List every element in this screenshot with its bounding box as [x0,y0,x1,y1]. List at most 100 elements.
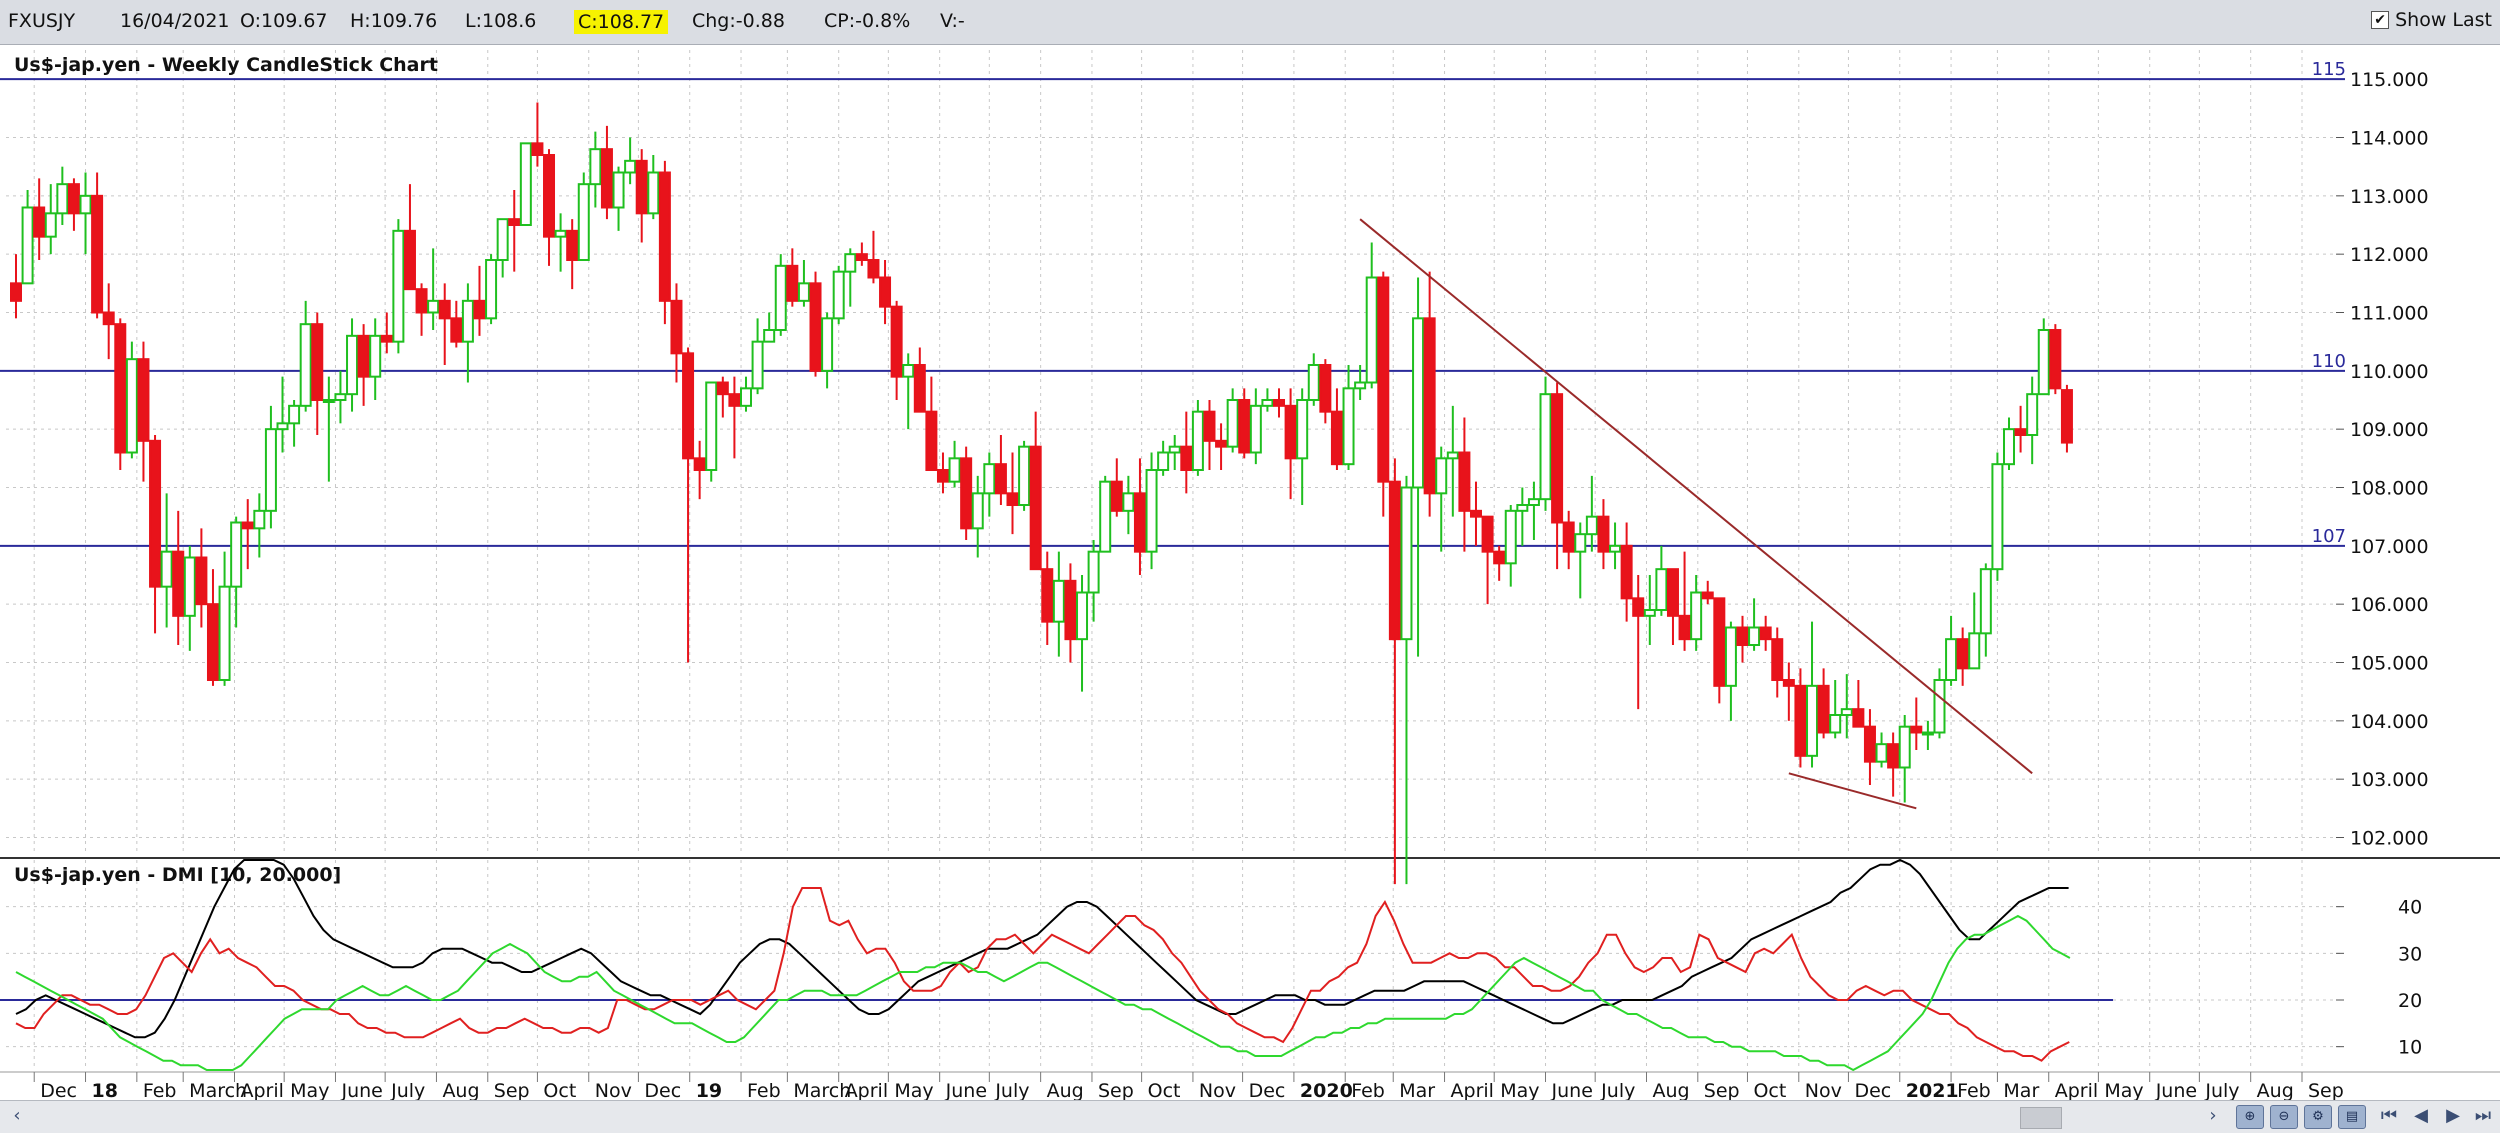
x-tick-label: Feb [747,1080,781,1100]
y-tick-label: 115.000 [2350,69,2429,91]
candle-body [206,603,219,682]
candle-body [1736,626,1749,646]
candle-body [357,334,370,378]
candle-body [879,276,892,308]
show-last-toggle[interactable]: ✔ Show Last [2371,9,2492,31]
candle-body [195,556,208,606]
candle-body [1516,504,1529,512]
chart-settings-icon[interactable]: ⚙ [2304,1105,2332,1129]
y-tick-label: 114.000 [2350,128,2429,150]
high-value: H:109.76 [350,10,438,32]
show-last-label: Show Last [2395,9,2492,31]
y-tick-label: 40 [2398,897,2422,919]
last-page-icon[interactable]: ⏭ [2474,1105,2492,1126]
candle-body [902,364,915,378]
zoom-out-icon[interactable]: ⊖ [2270,1105,2298,1129]
x-tick-label: July [2204,1080,2239,1100]
x-tick-label: April [241,1080,284,1100]
print-icon[interactable]: ▤ [2338,1105,2366,1129]
candle-body [971,492,984,530]
x-tick-label: March [189,1080,247,1100]
candle-body [832,270,845,320]
x-tick-label: Sep [2308,1080,2344,1100]
x-tick-label: 2021 [1906,1080,1959,1100]
zoom-icon[interactable]: ⊕ [2236,1105,2264,1129]
candle-body [461,299,474,343]
candle-body [21,206,34,285]
candle-body [1006,492,1019,507]
candle-body [1377,276,1390,483]
candle-body [1945,638,1958,682]
candle-body [1968,632,1981,670]
previous-page-icon[interactable]: ◀ [2414,1105,2428,1126]
candle-body [485,259,498,320]
y-tick-label: 107.000 [2350,536,2429,558]
candle-body [728,393,741,407]
candle-body [10,282,22,302]
horizontal-level-label: 107 [2312,526,2346,547]
candle-body [2037,329,2050,396]
candle-body [1133,492,1146,553]
trendline [1788,772,1917,810]
candle-body [473,299,486,320]
x-tick-label: Sep [1098,1080,1134,1100]
candle-body [1145,469,1158,553]
candle-body [1446,451,1459,460]
dmi-y-axis: 40 30 20 10 [2336,897,2422,1059]
x-tick-label: Aug [2257,1080,2294,1100]
x-tick-label: Oct [1148,1080,1181,1100]
candle-body [346,334,359,396]
candle-body [1412,317,1425,489]
candle-body [1469,509,1482,518]
candle-body [322,399,335,403]
candle-body [369,334,382,378]
x-tick-label: May [1500,1080,1539,1100]
candle-body [1979,568,1992,635]
scroll-left-icon[interactable]: ‹ [13,1105,21,1126]
candle-body [2049,329,2062,390]
x-tick-label: April [845,1080,888,1100]
candle-body [450,317,463,343]
scrollbar-thumb[interactable] [2020,1107,2062,1129]
candle-body [624,159,637,174]
candle-body [241,521,254,530]
candle-body [1655,568,1668,612]
candle-body [543,154,556,238]
candle-body [1319,364,1332,413]
candle-body [1076,591,1089,641]
x-tick-label: Feb [1957,1080,1991,1100]
candle-body [67,183,80,215]
candle-body [936,469,949,483]
candle-body [1099,480,1112,553]
candle-body [994,463,1007,495]
candle-body [1539,393,1552,501]
candle-body [427,299,440,314]
candle-body [1191,410,1204,471]
candle-body [1782,679,1795,687]
candle-body [1423,317,1436,495]
candle-body [1956,638,1969,670]
candle-body [1852,708,1865,728]
x-tick-label: Oct [1753,1080,1786,1100]
next-page-icon[interactable]: ▶ [2446,1105,2460,1126]
first-page-icon[interactable]: ⏮ [2380,1105,2398,1126]
candle-body [1365,276,1378,384]
candle-body [600,148,613,209]
scroll-right-icon[interactable]: › [2209,1105,2217,1126]
chart-area[interactable]: Us$-jap.yen - Weekly CandleStick Chart Us… [0,45,2500,1100]
candle-body [913,364,926,413]
candle-body [705,381,718,471]
y-tick-label: 108.000 [2350,478,2429,500]
candle-body [1794,684,1807,757]
candle-body [1863,725,1876,763]
candle-body [682,352,695,460]
y-tick-label: 106.000 [2350,594,2429,616]
candle-body [1562,521,1575,553]
show-last-checkbox[interactable]: ✔ [2371,11,2390,29]
x-tick-label: April [1451,1080,1494,1100]
candle-body [1226,399,1239,448]
candle-body [1238,399,1251,454]
candle-body [403,229,416,291]
candle-body [1400,486,1413,641]
chart-navigation-bar: ‹ › ⊕ ⊖ ⚙ ▤ ⏮ ◀ ▶ ⏭ [0,1100,2500,1133]
